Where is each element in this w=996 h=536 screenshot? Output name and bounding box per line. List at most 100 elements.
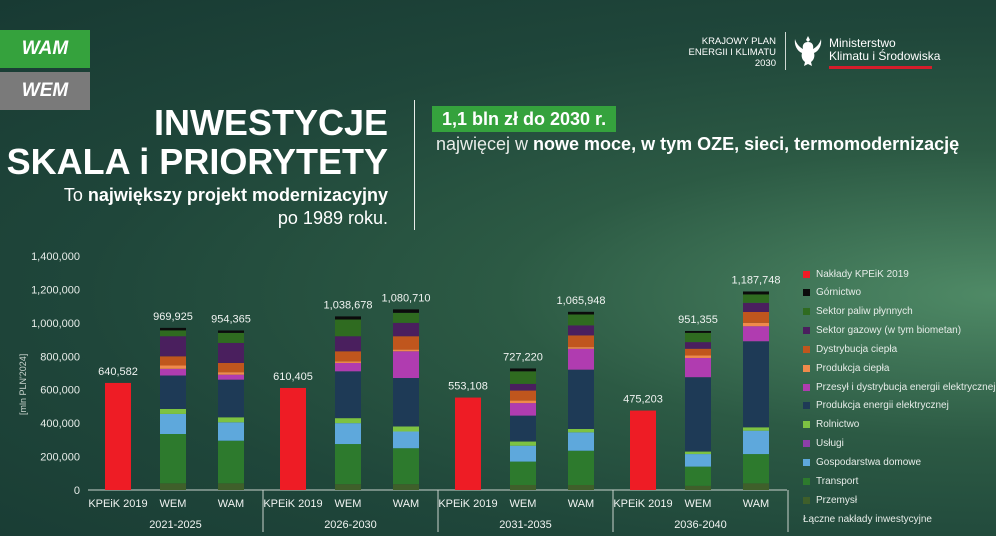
x-tick-label: KPEiK 2019 [88,498,147,510]
bar-total-label: 475,203 [623,394,663,406]
legend-item-uslugi: Usługi [803,438,844,450]
tab-wam[interactable]: WAM [0,30,90,68]
y-tick-label: 600,000 [40,385,80,397]
bar-segment-produkcja_ee [393,378,419,427]
bar-segment-transport [393,448,419,485]
bar-segment-przemysl [510,484,536,490]
kpeik-line: ENERGII I KLIMATU [688,47,776,58]
bar-segment-przesyl_ee [218,374,244,380]
bar-segment-gospodarstwa [510,445,536,462]
legend-label: Przemysł [816,494,858,506]
bar-segment-produkcja_ciepla [568,347,594,349]
legend-item-produkcja_ee: Produkcja energii elektrycznej [803,400,949,412]
x-tick-label: KPEiK 2019 [613,498,672,510]
bar-segment-przesyl_ee [510,403,536,416]
legend-swatch [803,345,810,353]
bar-segment-przemysl [685,485,711,490]
legend-swatch [803,270,810,278]
legend-item-dystrybucja_ciepla: Dystrybucja ciepła [803,343,897,355]
legend-swatch [803,496,810,504]
bar-segment-gospodarstwa [568,432,594,451]
x-tick-label: WAM [393,498,419,510]
page-title-line1: INWESTYCJE [153,102,388,143]
subtitle-line2: po 1989 roku. [277,208,388,228]
y-axis-label: [mln PLN'2024] [18,354,28,415]
bar-segment-sektor_gazowy [393,322,419,337]
bar-segment-gospodarstwa [218,422,244,441]
bar-segment-sektor_paliw [568,314,594,326]
bar-segment-kpeik [105,382,131,490]
y-tick-label: 800,000 [40,351,80,363]
bar-segment-sektor_gazowy [218,342,244,363]
bar-segment-transport [743,454,769,484]
bar-segment-produkcja_ee [685,377,711,452]
bar-segment-rolnictwo [393,426,419,432]
group-label: 2031-2035 [499,519,552,531]
bar-total-label: 969,925 [153,311,193,323]
bar-segment-produkcja_ciepla [510,400,536,404]
bar-segment-sektor_gazowy [743,302,769,312]
legend-item-przesyl_ee: Przesył i dystrybucja energii elektryczn… [803,381,996,393]
legend-item-transport: Transport [803,475,858,487]
bar-segment-transport [510,461,536,485]
legend-swatch [803,421,810,429]
legend-swatch [803,308,810,316]
group-label: 2026-2030 [324,519,377,531]
bar-segment-kpeik [630,410,656,490]
legend-swatch [803,327,810,335]
bar-segment-przemysl [335,484,361,490]
kpeik-logo-text: KRAJOWY PLAN ENERGII I KLIMATU 2030 [660,36,776,69]
bar-segment-sektor_gazowy [685,342,711,349]
bar-segment-rolnictwo [685,451,711,455]
bar-segment-gornictwo [393,309,419,313]
bar-segment-przesyl_ee [743,326,769,342]
bar-segment-produkcja_ciepla [393,349,419,352]
bar-segment-gospodarstwa [743,430,769,455]
legend-label: Nakłady KPEiK 2019 [816,268,909,280]
x-tick-label: WEM [510,498,537,510]
legend-label: Sektor gazowy (w tym biometan) [816,325,962,337]
page-subtitle: To największy projekt modernizacyjny po … [64,184,388,230]
bar-total-label: 727,220 [503,351,543,363]
bar-segment-dystrybucja_ciepla [743,311,769,323]
bar-segment-kpeik [280,387,306,490]
bar-segment-gornictwo [743,291,769,295]
legend-item-przemysl: Przemysł [803,494,857,506]
bar-segment-gospodarstwa [393,431,419,449]
bar-segment-gornictwo [335,316,361,320]
header-divider [414,100,415,230]
bar-segment-gospodarstwa [160,413,186,435]
page-title-line2: SKALA i PRIORYTETY [6,141,388,182]
bar-segment-sektor_gazowy [160,336,186,357]
bar-segment-rolnictwo [335,418,361,424]
kpeik-line: 2030 [754,58,776,69]
bar-segment-przemysl [218,483,244,490]
bar-segment-gornictwo [160,327,186,331]
bar-total-label: 610,405 [273,371,313,383]
ministry-line: Klimatu i Środowiska [829,49,941,63]
legend-label: Produkcja ciepła [816,362,890,374]
bar-segment-sektor_paliw [393,312,419,323]
ministry-line: Ministerstwo [829,36,896,50]
investment-note: najwięcej w nowe moce, w tym OZE, sieci,… [436,132,959,156]
investment-chart: 0 200,000 400,000 600,000 800,000 1,000,000 1,… [18,251,789,532]
investment-badge: 1,1 bln zł do 2030 r. [432,106,617,132]
bar-segment-przesyl_ee [160,368,186,376]
bar-segment-sektor_paliw [685,332,711,343]
bar-total-label: 553,108 [448,381,488,393]
bar-total-label: 640,582 [98,366,138,378]
bar-segment-sektor_gazowy [335,336,361,352]
x-tick-label: WAM [218,498,244,510]
legend-item-sektor_paliw: Sektor paliw płynnych [803,306,913,318]
kpeik-line: KRAJOWY PLAN [701,36,776,47]
bar-segment-rolnictwo [510,441,536,446]
bar-segment-produkcja_ee [218,379,244,418]
tab-wem[interactable]: WEM [0,72,90,110]
bar-segment-sektor_paliw [510,371,536,384]
bar-segment-dystrybucja_ciepla [568,335,594,348]
y-tick-label: 1,200,000 [31,284,80,296]
bar-segment-rolnictwo [743,427,769,431]
bar-segment-produkcja_ciepla [335,361,361,363]
bar-segment-produkcja_ciepla [160,365,186,369]
x-tick-label: WAM [743,498,769,510]
